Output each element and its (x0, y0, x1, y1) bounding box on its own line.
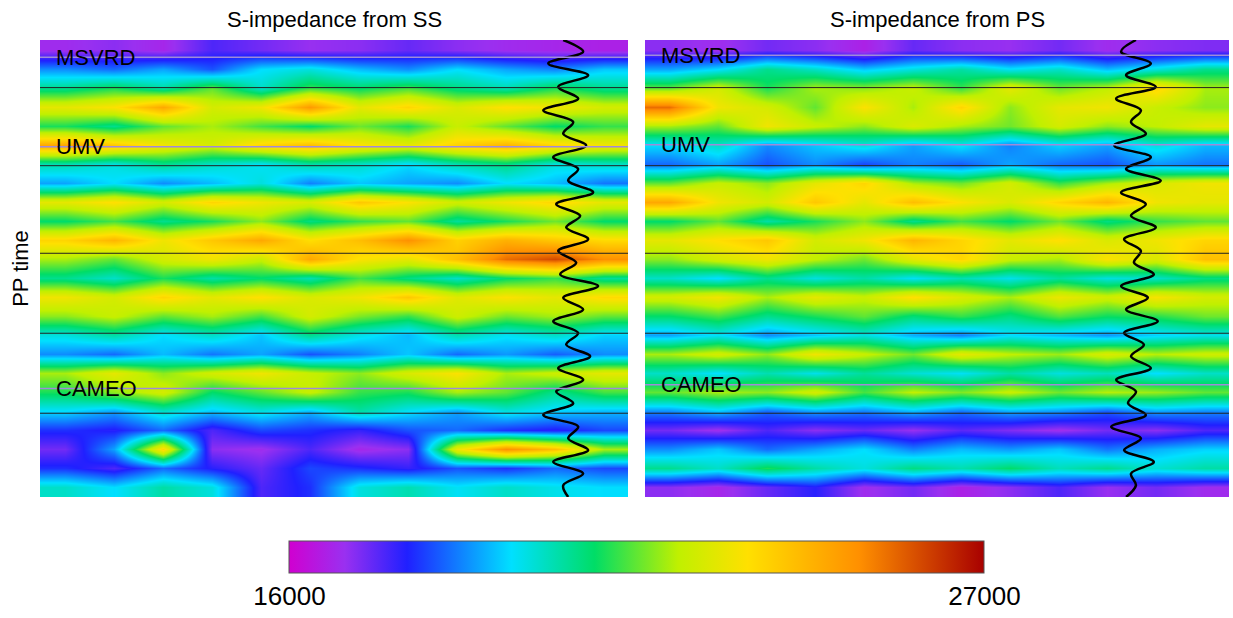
svg-text:27000: 27000 (948, 581, 1020, 611)
svg-text:S-impedance from SS: S-impedance from SS (227, 7, 442, 32)
svg-text:MSVRD: MSVRD (661, 43, 740, 68)
svg-text:CAMEO: CAMEO (661, 372, 742, 397)
svg-text:PP time: PP time (8, 230, 33, 307)
svg-text:16000: 16000 (253, 581, 325, 611)
svg-text:UMV: UMV (661, 132, 710, 157)
svg-text:CAMEO: CAMEO (56, 376, 137, 401)
svg-text:S-impedance from PS: S-impedance from PS (830, 7, 1045, 32)
svg-text:MSVRD: MSVRD (56, 45, 135, 70)
svg-text:UMV: UMV (56, 134, 105, 159)
